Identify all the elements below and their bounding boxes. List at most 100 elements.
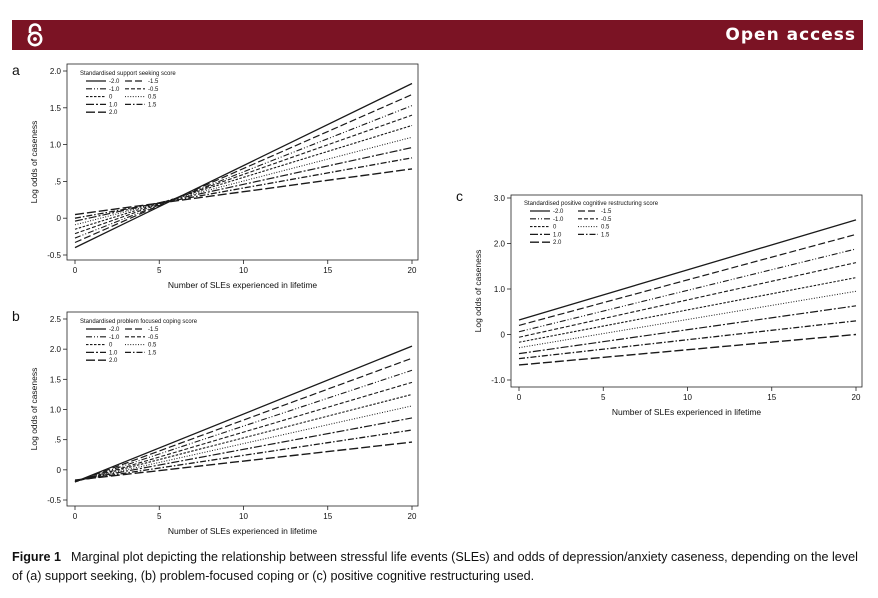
- panel-c-letter: c: [456, 188, 463, 204]
- legend-label--1.5: -1.5: [601, 209, 612, 215]
- series-line--0.5: [518, 262, 857, 338]
- legend-label--1.5: -1.5: [148, 327, 159, 333]
- series-line--0.5: [74, 381, 413, 483]
- y-tick-label: 3.0: [494, 194, 506, 203]
- series-line--0.5: [74, 114, 413, 235]
- x-tick-label: 5: [601, 393, 606, 402]
- series-line-1.5: [518, 320, 857, 360]
- legend-title: Standardised positive cognitive restruct…: [524, 201, 659, 207]
- y-tick-label: 1.5: [50, 375, 62, 384]
- x-axis-title: Number of SLEs experienced in lifetime: [612, 407, 762, 417]
- legend-label--2.0: -2.0: [109, 79, 120, 85]
- y-tick-label: -0.5: [47, 496, 61, 505]
- figure-caption: Figure 1 Marginal plot depicting the rela…: [12, 548, 867, 586]
- y-tick-label: 1.0: [50, 406, 62, 415]
- x-tick-label: 0: [73, 266, 78, 275]
- legend-label--1.5: -1.5: [148, 79, 159, 85]
- legend-label-2.0: 2.0: [109, 358, 118, 364]
- legend-label-1.0: 1.0: [553, 232, 562, 238]
- series-line-0.5: [74, 136, 413, 226]
- series-line--1.5: [74, 357, 413, 483]
- legend-label-0.5: 0.5: [148, 95, 157, 101]
- legend-title: Standardised support seeking score: [80, 71, 176, 77]
- figure-caption-text: Marginal plot depicting the relationship…: [12, 550, 858, 583]
- legend-label-1.0: 1.0: [109, 350, 118, 356]
- x-tick-label: 0: [73, 512, 78, 521]
- series-line--1.5: [518, 233, 857, 326]
- y-tick-label: 0: [57, 214, 62, 223]
- legend-label-0.5: 0.5: [601, 225, 610, 231]
- legend-label--0.5: -0.5: [601, 217, 612, 223]
- plot-frame: [510, 194, 863, 388]
- y-tick-label: 1.5: [50, 104, 62, 113]
- x-tick-label: 10: [239, 512, 248, 521]
- x-axis-title: Number of SLEs experienced in lifetime: [168, 280, 318, 290]
- series-line-1.0: [518, 305, 857, 355]
- x-tick-label: 10: [239, 266, 248, 275]
- legend-label--0.5: -0.5: [148, 87, 159, 93]
- series-line-1.0: [74, 146, 413, 222]
- figure-label: Figure 1: [12, 550, 61, 564]
- y-tick-label: 2.0: [50, 345, 62, 354]
- x-tick-label: 0: [517, 393, 522, 402]
- x-tick-label: 10: [683, 393, 692, 402]
- x-tick-label: 15: [323, 266, 332, 275]
- legend-label--2.0: -2.0: [109, 327, 120, 333]
- series-line--2.0: [518, 219, 857, 321]
- series-line-2.0: [74, 168, 413, 216]
- plot-frame: [66, 311, 419, 507]
- open-access-banner: Open access: [12, 20, 863, 50]
- y-tick-label: .5: [54, 177, 61, 186]
- y-tick-label: 1.0: [50, 141, 62, 150]
- legend-label--1.0: -1.0: [109, 87, 120, 93]
- open-access-label: Open access: [725, 25, 856, 45]
- series-line-0: [518, 277, 857, 343]
- panel-b-letter: b: [12, 308, 20, 324]
- legend-label-2.0: 2.0: [109, 110, 118, 116]
- legend-label--1.0: -1.0: [553, 217, 564, 223]
- series-line-1.5: [74, 157, 413, 219]
- y-axis-title: Log odds of caseness: [29, 121, 39, 204]
- x-tick-label: 20: [408, 512, 417, 521]
- y-tick-label: 1.0: [494, 285, 506, 294]
- open-access-lock-icon: [27, 23, 43, 47]
- x-tick-label: 15: [323, 512, 332, 521]
- x-tick-label: 20: [408, 266, 417, 275]
- series-line-2.0: [518, 333, 857, 366]
- y-tick-label: 0: [501, 331, 506, 340]
- legend-title: Standardised problem focused coping scor…: [80, 319, 198, 325]
- legend-label-0.5: 0.5: [148, 343, 157, 349]
- legend-label--2.0: -2.0: [553, 209, 564, 215]
- legend-label-0: 0: [109, 95, 113, 101]
- legend-label-0: 0: [553, 225, 557, 231]
- series-line-0: [74, 124, 413, 230]
- series-line--1.0: [74, 369, 413, 483]
- panel-a-letter: a: [12, 62, 20, 78]
- series-line--2.0: [74, 82, 413, 249]
- series-line-1.5: [74, 429, 413, 482]
- y-tick-label: -1.0: [491, 376, 505, 385]
- series-line--2.0: [74, 345, 413, 483]
- legend-label--1.0: -1.0: [109, 335, 120, 341]
- series-line-0: [74, 393, 413, 482]
- series-line--1.5: [74, 94, 413, 244]
- x-tick-label: 5: [157, 512, 162, 521]
- legend-label-1.5: 1.5: [148, 350, 157, 356]
- x-axis-title: Number of SLEs experienced in lifetime: [168, 526, 318, 536]
- y-tick-label: 2.5: [50, 315, 62, 324]
- plot-frame: [66, 63, 419, 261]
- legend-label-2.0: 2.0: [553, 240, 562, 246]
- y-axis-title: Log odds of caseness: [29, 368, 39, 451]
- legend-label-1.5: 1.5: [601, 232, 610, 238]
- y-axis-title: Log odds of caseness: [473, 250, 483, 333]
- legend-label-0: 0: [109, 343, 113, 349]
- x-tick-label: 15: [767, 393, 776, 402]
- legend-label-1.0: 1.0: [109, 102, 118, 108]
- chart-panel-b: -0.5 0.5 1.0 1.5 2.0 2.5 0 5 10 15 20 Number of SLE…: [29, 311, 419, 536]
- series-line-0.5: [74, 405, 413, 482]
- x-tick-label: 20: [852, 393, 861, 402]
- x-tick-label: 5: [157, 266, 162, 275]
- series-line--1.0: [74, 105, 413, 239]
